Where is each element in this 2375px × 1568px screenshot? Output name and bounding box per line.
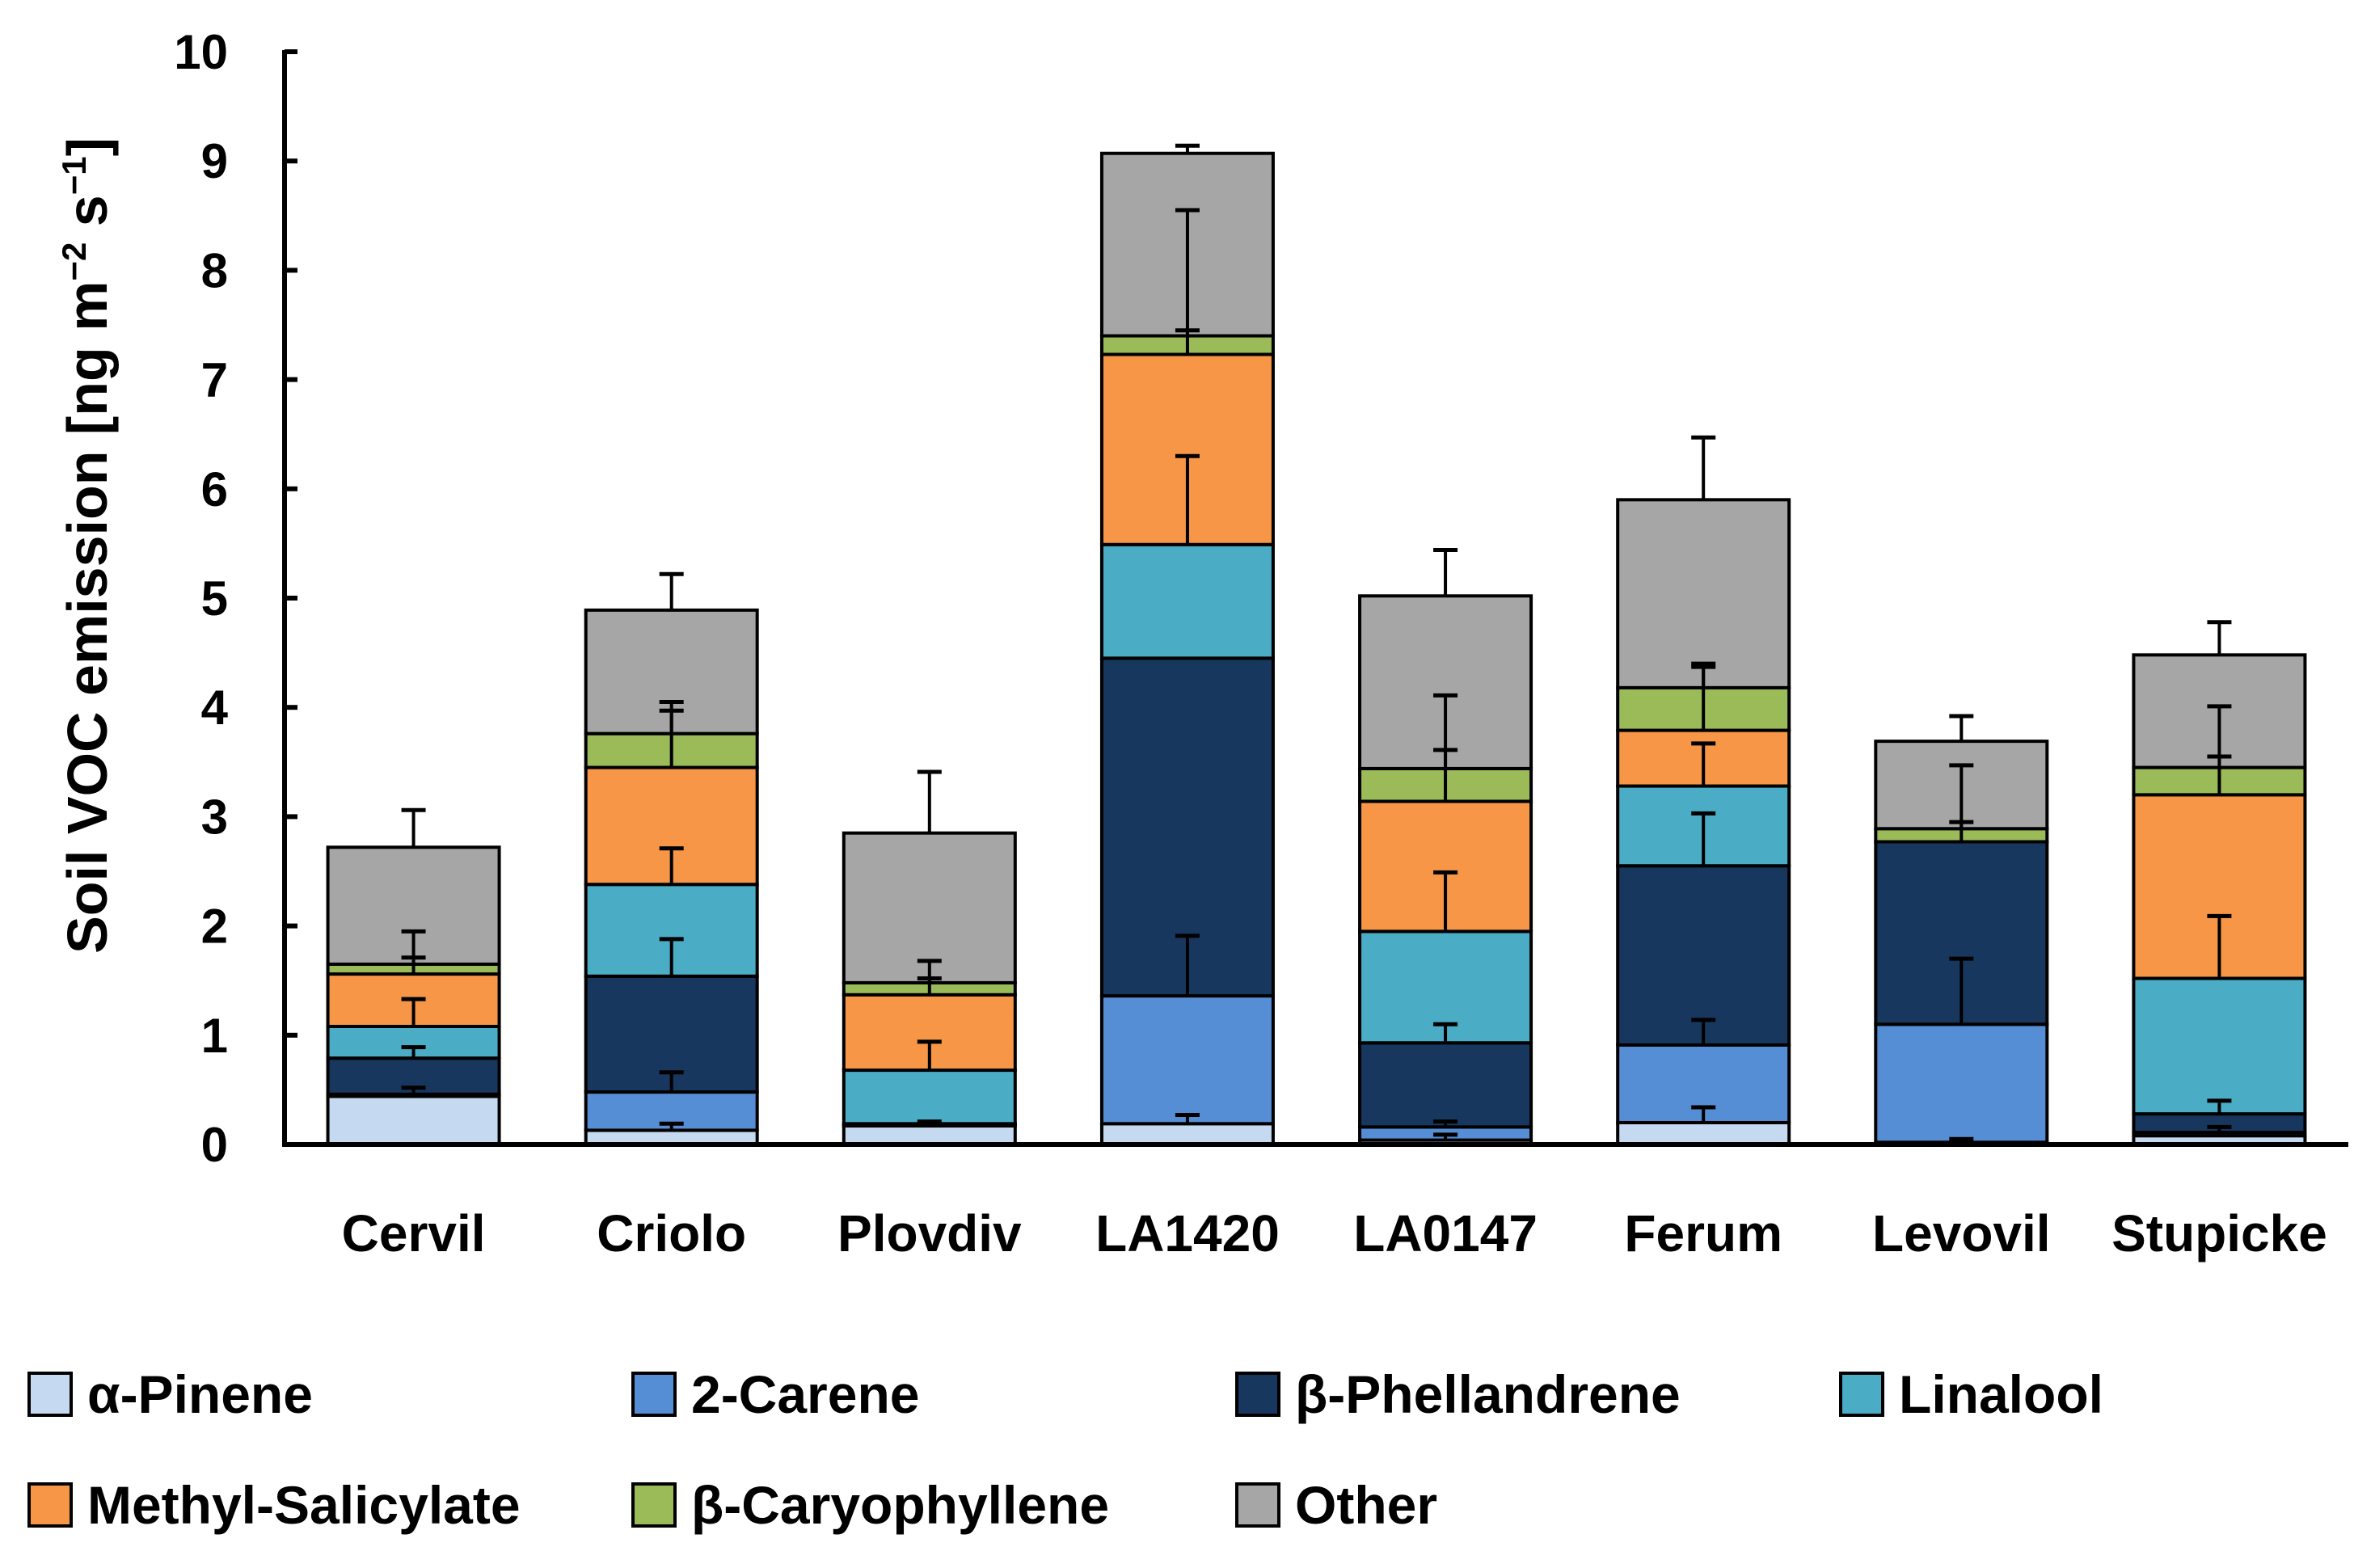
legend-item-7: Other [1235, 1475, 1437, 1535]
bar-segment-cervil-1 [326, 1094, 501, 1146]
error-bar-levovil-6 [1949, 763, 1974, 829]
category-label: Cervil [342, 1204, 486, 1262]
error-bar-la0147-2 [1433, 1119, 1458, 1128]
legend-item-3: β-Phellandrene [1235, 1364, 1681, 1424]
legend-swatch [631, 1482, 677, 1528]
bar-segment-plovdiv-1 [842, 1124, 1017, 1146]
error-bar-la1420-2 [1175, 934, 1200, 997]
y-tick-label: 5 [201, 571, 228, 626]
error-bar-plovdiv-7 [917, 769, 942, 833]
legend-item-1: α-Pinene [27, 1364, 313, 1424]
error-bar-cervil-4 [401, 997, 426, 1026]
legend-swatch [1839, 1372, 1884, 1417]
error-bar-ferum-3 [1691, 811, 1716, 866]
x-axis: Cervil Criolo Plovdiv LA1420 LA0147 Ferum Levo… [282, 1142, 2348, 1262]
bar-segment-la1420-4 [1099, 542, 1275, 660]
legend-swatch [631, 1372, 677, 1417]
error-bar-levovil-2 [1949, 956, 1974, 1025]
legend-label: Linalool [1899, 1364, 2103, 1424]
error-bar-la1420-6 [1175, 208, 1200, 336]
y-tick-label: 8 [201, 243, 228, 297]
y-axis-title: Soil VOC emission [ng m−2 s−1] [55, 137, 119, 954]
legend-item-4: Linalool [1839, 1364, 2103, 1424]
error-bar-ferum-6 [1691, 661, 1716, 688]
bar-segment-ferum-1 [1616, 1120, 1791, 1146]
error-bar-ferum-7 [1691, 435, 1716, 500]
error-bar-criolo-1 [659, 1121, 684, 1131]
error-bar-plovdiv-6 [917, 959, 942, 983]
error-bar-la0147-6 [1433, 693, 1458, 769]
error-bar-la0147-3 [1433, 1022, 1458, 1043]
y-tick-label: 7 [201, 353, 228, 407]
error-bar-ferum-1 [1691, 1105, 1716, 1123]
y-tick-label: 1 [201, 1009, 228, 1063]
error-bar-criolo-3 [659, 937, 684, 976]
category-label: Stupicke [2111, 1204, 2327, 1262]
legend-item-2: 2-Carene [631, 1364, 919, 1424]
error-bar-criolo-6 [659, 699, 684, 734]
y-axis: 0 1 2 3 4 5 6 7 8 9 10 [174, 25, 297, 1172]
plot-area [326, 143, 2307, 1147]
legend-item-6: β-Caryophyllene [631, 1475, 1109, 1535]
error-bar-la1420-7 [1175, 143, 1200, 154]
error-bar-levovil-7 [1949, 714, 1974, 742]
error-bar-cervil-6 [401, 929, 426, 964]
y-tick-label: 6 [201, 462, 228, 516]
error-bar-la0147-1 [1433, 1132, 1458, 1140]
y-tick-label: 2 [201, 900, 228, 954]
y-tick-label: 3 [201, 790, 228, 844]
error-bar-cervil-7 [401, 807, 426, 848]
bar-segment-la1420-1 [1099, 1122, 1275, 1147]
error-bar-stupicke-1 [2207, 1124, 2232, 1136]
y-tick-label: 4 [201, 681, 229, 735]
error-bar-stupicke-7 [2207, 620, 2232, 655]
legend-label: Other [1295, 1475, 1437, 1535]
bar-segment-plovdiv-4 [842, 1069, 1017, 1126]
error-bar-la0147-4 [1433, 870, 1458, 932]
category-label: Plovdiv [837, 1204, 1022, 1262]
error-bar-plovdiv-4 [917, 1039, 942, 1071]
legend-label: α-Pinene [87, 1364, 313, 1424]
legend-swatch [27, 1372, 73, 1417]
error-bar-ferum-2 [1691, 1018, 1716, 1045]
category-label: LA1420 [1095, 1204, 1280, 1262]
bar-segment-levovil-2 [1874, 1022, 2049, 1144]
legend-label: Methyl-Salicylate [87, 1475, 521, 1535]
error-bar-la1420-1 [1175, 1112, 1200, 1124]
legend-swatch [1235, 1372, 1280, 1417]
error-bar-criolo-7 [659, 571, 684, 610]
error-bar-plovdiv-1 [917, 1119, 942, 1127]
error-bar-criolo-4 [659, 846, 684, 885]
error-bar-levovil-1 [1949, 1136, 1974, 1143]
bar-segment-la0147-3 [1358, 1041, 1533, 1129]
bar-segment-la1420-2 [1099, 994, 1275, 1126]
legend-swatch [27, 1482, 73, 1528]
y-tick-label: 9 [201, 134, 228, 188]
legend: α-Pinene 2-Carene β-Phellandrene Linalool Me… [27, 1364, 2103, 1535]
error-bar-criolo-2 [659, 1070, 684, 1093]
error-bar-stupicke-6 [2207, 704, 2232, 768]
bar-segment-ferum-7 [1616, 498, 1791, 689]
legend-swatch [1235, 1482, 1280, 1528]
error-bar-cervil-1 [401, 1085, 426, 1097]
bar-segment-stupicke-4 [2132, 976, 2307, 1116]
y-tick-label: 0 [201, 1118, 228, 1172]
error-bar-ferum-4 [1691, 741, 1716, 786]
error-bar-stupicke-4 [2207, 913, 2232, 979]
error-bar-la0147-7 [1433, 548, 1458, 596]
legend-label: 2-Carene [691, 1364, 919, 1424]
legend-label: β-Phellandrene [1295, 1364, 1681, 1424]
error-bar-cervil-3 [401, 1045, 426, 1059]
error-bar-la1420-4 [1175, 453, 1200, 545]
category-label: Ferum [1624, 1204, 1782, 1262]
category-label: Levovil [1872, 1204, 2051, 1262]
category-label: Criolo [597, 1204, 746, 1262]
category-label: LA0147 [1353, 1204, 1538, 1262]
legend-item-5: Methyl-Salicylate [27, 1475, 521, 1535]
y-tick-label: 10 [174, 25, 228, 79]
legend-label: β-Caryophyllene [691, 1475, 1109, 1535]
error-bar-stupicke-3 [2207, 1098, 2232, 1115]
